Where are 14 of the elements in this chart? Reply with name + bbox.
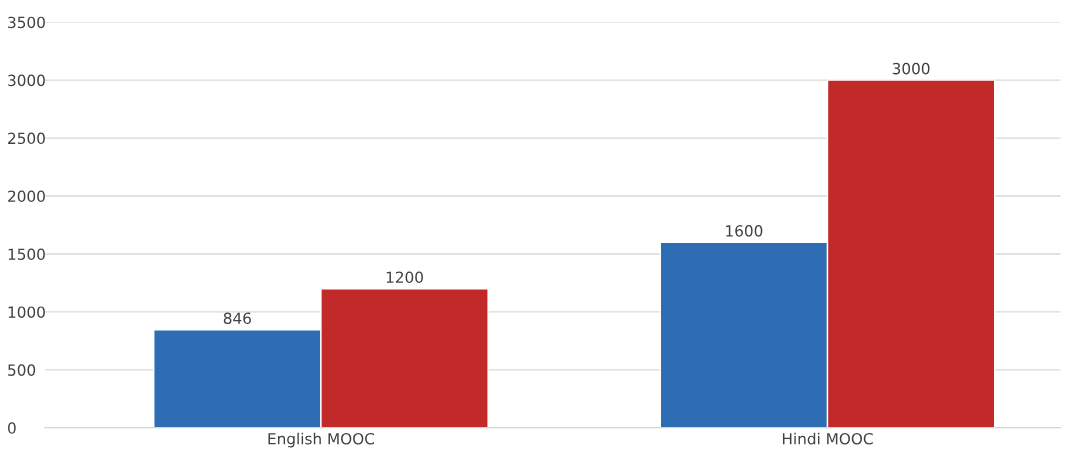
y-tick-label: 1000 [8, 306, 45, 318]
x-tick-label: Hindi MOOC [782, 432, 873, 445]
y-tick-label: 0 [8, 422, 16, 434]
y-tick-label: 3000 [8, 74, 45, 87]
x-tick-label: English MOOC [268, 432, 375, 448]
data-label: 1200 [386, 271, 423, 283]
data-label: 846 [223, 312, 251, 325]
y-tick-label: 500 [8, 364, 36, 376]
y-tick-label: 3500 [8, 16, 45, 29]
y-tick-label: 2500 [8, 132, 45, 145]
y-tick-label: 1500 [8, 248, 45, 260]
data-label: 3000 [892, 62, 930, 75]
data-label: 1600 [726, 225, 763, 237]
y-tick-label: 2000 [8, 190, 45, 203]
